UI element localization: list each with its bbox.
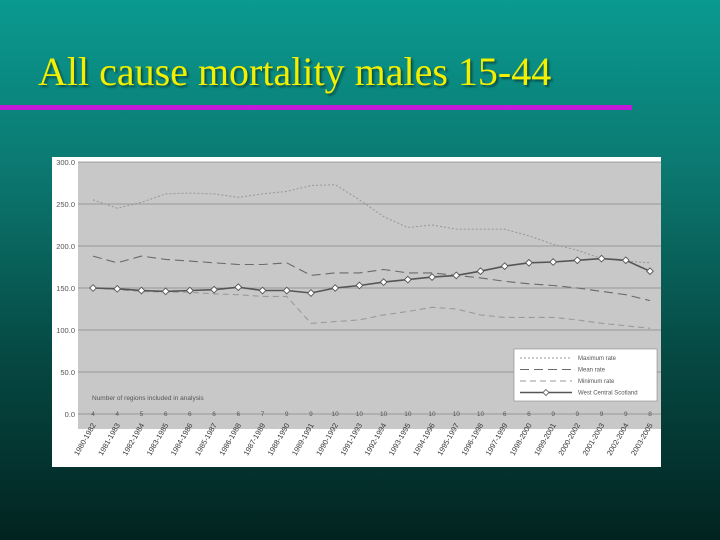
region-count-label: Number of regions included in analysis bbox=[92, 395, 204, 402]
data-point-marker bbox=[137, 286, 146, 295]
region-count-value: 6 bbox=[503, 411, 507, 418]
region-count-value: 9 bbox=[285, 411, 289, 418]
data-point-marker bbox=[282, 286, 291, 295]
data-point-marker bbox=[185, 286, 194, 295]
y-tick-label: 150.0 bbox=[56, 284, 75, 293]
legend-label: Mean rate bbox=[578, 368, 606, 374]
region-count-value: 9 bbox=[576, 411, 580, 418]
region-count-value: 10 bbox=[380, 411, 388, 418]
data-point-marker bbox=[355, 281, 364, 290]
data-point-marker bbox=[403, 275, 412, 284]
data-point-marker bbox=[379, 278, 388, 287]
region-count-value: 10 bbox=[332, 411, 340, 418]
data-point-marker bbox=[234, 283, 243, 292]
y-tick-label: 300.0 bbox=[56, 158, 75, 167]
region-count-value: 10 bbox=[453, 411, 461, 418]
series-line-maximum-rate bbox=[92, 184, 651, 264]
region-count-value: 6 bbox=[236, 411, 240, 418]
region-count-value: 6 bbox=[164, 411, 168, 418]
series-line-mean-rate bbox=[92, 255, 651, 302]
data-point-marker bbox=[113, 284, 122, 293]
data-point-marker bbox=[258, 286, 267, 295]
data-point-marker bbox=[476, 267, 485, 276]
data-point-marker bbox=[524, 258, 533, 267]
data-point-marker bbox=[646, 267, 654, 276]
region-count-value: 10 bbox=[477, 411, 485, 418]
slide-title: All cause mortality males 15-44 bbox=[38, 49, 552, 94]
data-point-marker bbox=[210, 285, 219, 294]
region-count-value: 6 bbox=[527, 411, 531, 418]
region-count-value: 9 bbox=[309, 411, 313, 418]
data-point-marker bbox=[573, 256, 582, 265]
chart-panel: 0.0 50.0 100.0 150.0 200.0 250.0 300.0 Number … bbox=[52, 157, 661, 467]
legend-label: West Central Scotland bbox=[578, 391, 638, 397]
data-point-marker bbox=[428, 273, 436, 282]
region-count-value: 10 bbox=[428, 411, 436, 418]
y-tick-label: 0.0 bbox=[65, 410, 75, 419]
series-line-minimum-rate bbox=[92, 287, 651, 329]
legend-label: Minimum rate bbox=[578, 379, 615, 385]
series-line-west-central-scotland bbox=[92, 257, 651, 294]
region-count-value: 9 bbox=[600, 411, 604, 418]
region-count-value: 10 bbox=[404, 411, 412, 418]
region-count-value: 7 bbox=[261, 411, 265, 418]
region-count-value: 5 bbox=[140, 411, 144, 418]
data-point-marker bbox=[307, 289, 315, 297]
region-count-value: 10 bbox=[356, 411, 364, 418]
data-point-marker bbox=[452, 271, 461, 280]
region-count-value: 9 bbox=[551, 411, 555, 418]
region-count-value: 4 bbox=[115, 411, 119, 418]
data-point-marker bbox=[549, 258, 558, 266]
data-point-marker bbox=[597, 254, 606, 263]
data-point-marker bbox=[331, 284, 340, 292]
y-tick-label: 200.0 bbox=[56, 242, 75, 251]
legend-label: Maximum rate bbox=[578, 356, 617, 362]
region-count-value: 6 bbox=[212, 411, 216, 418]
data-point-marker bbox=[500, 262, 509, 271]
data-point-marker bbox=[621, 256, 630, 265]
region-count-value: 8 bbox=[648, 411, 652, 418]
y-tick-label: 50.0 bbox=[60, 368, 75, 377]
region-count-value: 4 bbox=[91, 411, 95, 418]
region-count-value: 9 bbox=[624, 411, 628, 418]
y-tick-label: 250.0 bbox=[56, 200, 75, 209]
legend-marker bbox=[542, 388, 550, 397]
region-count-value: 6 bbox=[188, 411, 192, 418]
y-tick-label: 100.0 bbox=[56, 326, 75, 335]
mortality-line-chart: 0.0 50.0 100.0 150.0 200.0 250.0 300.0 Number … bbox=[56, 158, 661, 457]
data-point-marker bbox=[89, 284, 97, 292]
data-point-marker bbox=[161, 287, 170, 296]
title-underline bbox=[0, 105, 632, 110]
